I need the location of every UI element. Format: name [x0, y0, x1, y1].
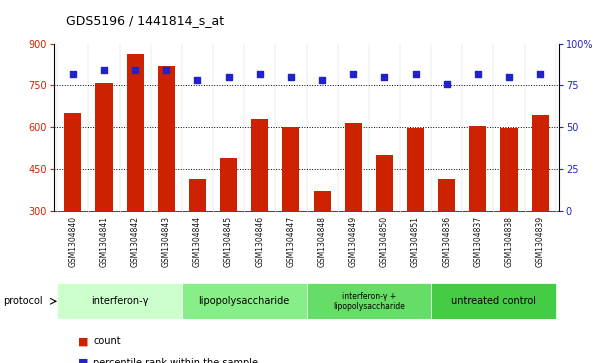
Point [286, 74, 296, 80]
Bar [182, 283, 307, 319]
Text: GSM1304846: GSM1304846 [255, 216, 264, 268]
Text: GSM1304842: GSM1304842 [130, 216, 139, 267]
Text: GSM1304841: GSM1304841 [99, 216, 108, 267]
Text: ■: ■ [78, 358, 88, 363]
Text: count: count [93, 336, 121, 346]
Text: GSM1304845: GSM1304845 [224, 216, 233, 268]
Text: GSM1304838: GSM1304838 [505, 216, 514, 267]
Text: GSM1304837: GSM1304837 [474, 216, 483, 268]
Text: percentile rank within the sample: percentile rank within the sample [93, 358, 258, 363]
Text: untreated control: untreated control [451, 296, 536, 306]
Text: GSM1304849: GSM1304849 [349, 216, 358, 268]
Point [410, 71, 420, 77]
Text: GSM1304848: GSM1304848 [317, 216, 326, 267]
Text: GDS5196 / 1441814_s_at: GDS5196 / 1441814_s_at [66, 15, 224, 28]
Text: GSM1304851: GSM1304851 [411, 216, 420, 267]
Text: interferon-γ +
lipopolysaccharide: interferon-γ + lipopolysaccharide [333, 291, 404, 311]
Bar [57, 283, 182, 319]
Bar [127, 54, 144, 211]
Bar [64, 113, 81, 211]
Bar [407, 129, 424, 211]
Text: GSM1304844: GSM1304844 [193, 216, 202, 268]
Point [317, 77, 327, 83]
Bar [345, 123, 362, 211]
Point [99, 68, 109, 73]
Text: GSM1304836: GSM1304836 [442, 216, 451, 268]
Point [255, 71, 264, 77]
Text: protocol: protocol [3, 296, 43, 306]
Bar [157, 66, 175, 211]
Point [130, 68, 140, 73]
Point [193, 77, 203, 83]
Text: GSM1304850: GSM1304850 [380, 216, 389, 268]
Text: GSM1304843: GSM1304843 [162, 216, 171, 268]
Bar [431, 283, 556, 319]
Point [473, 71, 483, 77]
Text: GSM1304847: GSM1304847 [287, 216, 296, 268]
Point [442, 81, 451, 86]
Bar [251, 119, 268, 211]
Text: GSM1304839: GSM1304839 [535, 216, 545, 268]
Bar [376, 155, 393, 211]
Point [224, 74, 233, 80]
Text: ■: ■ [78, 336, 88, 346]
Point [535, 71, 545, 77]
Point [162, 68, 171, 73]
Bar [532, 115, 549, 211]
Bar [189, 179, 206, 211]
Point [380, 74, 389, 80]
Bar [220, 158, 237, 211]
Bar [307, 283, 431, 319]
Bar [282, 127, 299, 211]
Point [349, 71, 358, 77]
Point [68, 71, 78, 77]
Text: interferon-γ: interferon-γ [91, 296, 148, 306]
Point [504, 74, 514, 80]
Bar [469, 126, 486, 211]
Text: lipopolysaccharide: lipopolysaccharide [198, 296, 290, 306]
Bar [501, 129, 517, 211]
Bar [96, 82, 112, 211]
Text: GSM1304840: GSM1304840 [69, 216, 78, 268]
Bar [314, 191, 331, 211]
Bar [438, 179, 456, 211]
